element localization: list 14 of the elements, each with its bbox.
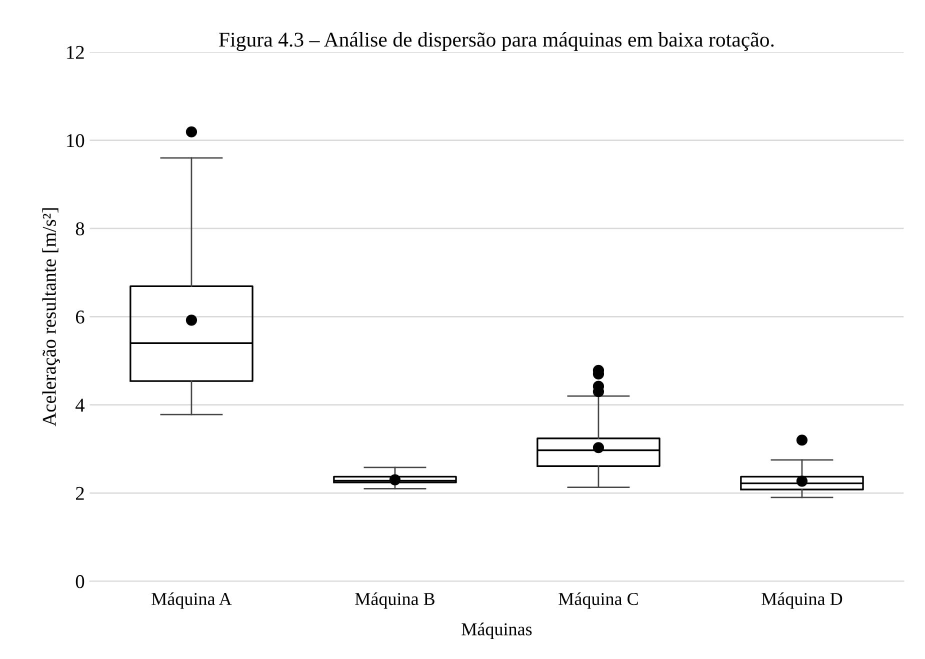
y-tick-label: 4	[76, 398, 85, 412]
x-tick-label: Máquina C	[558, 592, 638, 609]
y-tick-label: 6	[76, 310, 84, 324]
x-tick-label: Máquina D	[762, 592, 842, 609]
y-tick-label: 10	[67, 134, 84, 148]
y-tick-label: 2	[76, 486, 84, 500]
x-tick-label: Máquina B	[355, 592, 434, 609]
y-tick-label: 12	[67, 46, 84, 59]
x-axis-title: Máquinas	[462, 622, 532, 640]
y-axis-title: Aceleração resultante [m/s²]	[42, 208, 60, 426]
x-tick-label: Máquina A	[152, 592, 232, 609]
chart-title: Figura 4.3 – Análise de dispersão para máquinas em baixa rotação.	[219, 32, 774, 51]
y-tick-label: 8	[76, 222, 84, 236]
y-tick-label: 0	[76, 575, 84, 588]
